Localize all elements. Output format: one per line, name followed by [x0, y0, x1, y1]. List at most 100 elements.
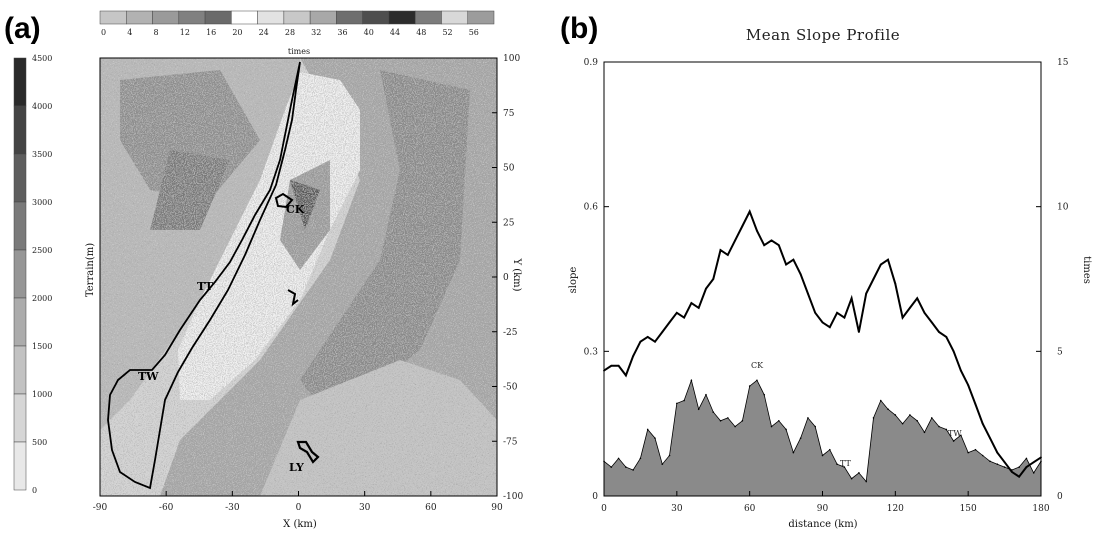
- terrain-colorbar-swatch: [13, 57, 27, 107]
- terrain-colorbar-tick: 1000: [32, 390, 52, 399]
- slope-line-point: [930, 321, 933, 324]
- slope-line-point: [712, 278, 715, 280]
- slope-line-point: [697, 307, 700, 309]
- times-area-point: [828, 448, 831, 451]
- terrain-colorbar-tick: 0: [32, 486, 37, 495]
- slope-line-point: [646, 335, 649, 338]
- map-y-tick-label: -25: [503, 328, 518, 338]
- y-right-tick-label: 0: [1057, 492, 1063, 502]
- slope-line-point: [675, 311, 678, 314]
- slope-line-point: [952, 350, 955, 353]
- slope-line-point: [683, 316, 686, 319]
- map-x-label: X (km): [283, 519, 317, 530]
- y-left-label: slope: [568, 267, 579, 294]
- times-colorbar-tick: 12: [180, 28, 190, 37]
- times-area-point: [909, 414, 911, 416]
- times-colorbar-tick: 28: [285, 28, 295, 37]
- times-colorbar-swatch: [362, 10, 390, 25]
- slope-line-point: [981, 422, 984, 425]
- times-colorbar-tick: 20: [232, 28, 242, 37]
- times-area-point: [763, 393, 766, 396]
- terrain-colorbar-tick: 4000: [32, 102, 52, 111]
- slope-line-point: [996, 451, 999, 454]
- times-colorbar-swatch: [414, 10, 442, 25]
- times-area-point: [705, 393, 707, 396]
- slope-line-point: [909, 307, 911, 309]
- times-area-point: [981, 454, 984, 457]
- x-tick-label: 60: [744, 504, 756, 514]
- center-marker: [287, 289, 299, 307]
- plot-frame: [603, 61, 1042, 497]
- times-area-point: [996, 463, 999, 465]
- times-area-point: [654, 437, 656, 439]
- times-area-point: [974, 448, 977, 451]
- times-colorbar: 0 4 8 12 16 20 24 28 32 36 40 44 48 52 56: [99, 10, 495, 37]
- slope-line-point: [792, 258, 795, 261]
- times-area-point: [843, 466, 846, 468]
- times-area-point: [734, 425, 736, 428]
- map-x-tick-label: 0: [296, 503, 302, 513]
- times-area-point: [799, 437, 802, 439]
- times-area-point: [632, 469, 634, 471]
- times-area-point: [741, 419, 744, 422]
- times-area-point: [952, 440, 955, 442]
- times-colorbar-tick: 56: [469, 28, 479, 37]
- terrain-colorbar-swatch: [13, 249, 27, 299]
- terrain-colorbar-swatch: [13, 441, 27, 491]
- map-y-tick-label: 50: [503, 164, 515, 174]
- map-y-tick-label: -75: [503, 437, 518, 447]
- slope-line-point: [967, 384, 970, 386]
- times-area-point: [1018, 466, 1020, 468]
- times-colorbar-swatch: [467, 10, 495, 25]
- times-area-point: [967, 451, 969, 454]
- y-right-tick-label: 15: [1057, 58, 1069, 68]
- terrain-colorbar-label: Terrain(m): [85, 243, 96, 297]
- terrain-colorbar-tick: 2500: [32, 246, 52, 255]
- terrain-colorbar-swatch: [13, 345, 27, 395]
- terrain-colorbar-swatch: [13, 153, 27, 203]
- times-colorbar-label: times: [288, 47, 310, 56]
- times-colorbar-swatch: [257, 10, 285, 25]
- slope-line-point: [610, 364, 613, 367]
- slope-line-point: [828, 326, 831, 329]
- times-colorbar-swatch: [178, 10, 206, 25]
- slope-line-point: [632, 355, 635, 358]
- terrain-colorbar-swatch: [13, 393, 27, 443]
- slope-line-point: [879, 263, 882, 266]
- times-colorbar-tick: 16: [206, 28, 216, 37]
- terrain-map: [100, 58, 497, 496]
- times-colorbar-tick: 24: [259, 28, 269, 37]
- times-colorbar-tick: 40: [364, 28, 374, 37]
- panel-a-letter: (a): [4, 12, 41, 45]
- slope-line-point: [901, 316, 904, 319]
- times-area-point: [792, 451, 795, 454]
- terrain-colorbar-swatch: [13, 105, 27, 155]
- times-area-point: [690, 379, 693, 382]
- slope-line-point: [959, 369, 962, 372]
- panel-b-letter: (b): [560, 12, 598, 45]
- times-area-point: [683, 399, 685, 402]
- slope-line-point: [923, 311, 926, 314]
- times-colorbar-tick: 0: [101, 28, 106, 37]
- place-ly: LY: [289, 461, 304, 474]
- slope-line-point: [814, 311, 817, 314]
- x-tick-label: 90: [817, 504, 829, 514]
- slope-line-point: [916, 297, 919, 300]
- annotation-tt: TT: [840, 459, 851, 468]
- slope-line-point: [843, 316, 846, 319]
- times-area-point: [770, 425, 773, 428]
- slope-line-point: [1018, 475, 1021, 478]
- times-area-series: [603, 378, 1042, 497]
- y-left-tick-label: 0.3: [584, 347, 599, 357]
- slope-line-point: [945, 335, 948, 338]
- times-area-point: [938, 425, 940, 428]
- annotation-tw: TW: [948, 429, 962, 438]
- slope-line-point: [668, 321, 671, 324]
- times-area-point: [989, 460, 991, 463]
- slope-line-point: [785, 263, 787, 266]
- slope-line-point: [887, 258, 889, 261]
- slope-line-point: [741, 225, 744, 227]
- y-right-tick-label: 10: [1057, 203, 1069, 213]
- slope-plot: 0 30 60 90 120 150 180 0 0.3 0.6 0.9 0 5 10 15: [584, 58, 1069, 514]
